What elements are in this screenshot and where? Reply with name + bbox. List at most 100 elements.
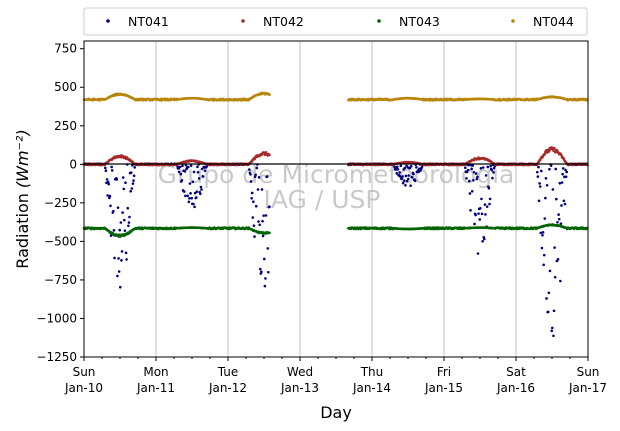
data-point <box>268 231 271 235</box>
y-tick-label: 0 <box>69 157 77 171</box>
data-point <box>491 176 494 180</box>
legend-marker <box>106 19 110 23</box>
data-point <box>472 170 476 174</box>
data-point <box>544 196 547 200</box>
data-point <box>104 166 107 170</box>
data-point <box>258 223 261 227</box>
x-axis-title: Day <box>320 403 352 422</box>
data-point <box>195 190 199 193</box>
data-point <box>110 165 113 169</box>
data-point <box>543 152 547 156</box>
data-point <box>118 285 122 289</box>
data-point <box>486 165 490 169</box>
data-point <box>119 221 123 224</box>
data-point <box>539 231 543 235</box>
data-point <box>131 182 135 185</box>
data-point <box>413 179 417 183</box>
data-point <box>405 179 409 183</box>
data-point <box>193 191 197 195</box>
x-tick-label-date: Jan-16 <box>496 381 535 395</box>
data-point <box>116 206 120 209</box>
data-point <box>188 197 191 200</box>
data-point <box>124 251 128 255</box>
data-point <box>537 199 541 203</box>
y-axis-title: Radiation (Wm⁻²) <box>13 129 32 268</box>
data-point <box>398 171 401 174</box>
data-point <box>555 197 558 201</box>
data-point <box>559 222 563 226</box>
legend-label: NT044 <box>533 14 574 29</box>
legend: NT041 NT042 NT043 NT044 <box>106 14 574 29</box>
data-point <box>113 256 116 260</box>
data-point <box>121 176 125 179</box>
data-point <box>560 181 564 184</box>
data-point <box>561 172 564 176</box>
data-point <box>552 149 555 152</box>
data-point <box>131 164 134 167</box>
data-point <box>480 197 483 201</box>
data-point <box>253 235 256 238</box>
data-point <box>123 218 126 222</box>
x-tick-label-day: Wed <box>287 365 313 379</box>
data-point <box>106 194 109 197</box>
data-point <box>184 194 187 198</box>
data-point <box>115 178 119 181</box>
data-point <box>199 185 203 189</box>
data-point <box>485 205 489 208</box>
data-point <box>411 176 414 179</box>
data-point <box>472 179 475 182</box>
data-point <box>545 297 548 300</box>
data-point <box>401 175 404 178</box>
data-point <box>554 167 558 171</box>
data-point <box>552 334 555 338</box>
data-point <box>543 217 547 220</box>
x-tick-label-date: Jan-15 <box>424 381 463 395</box>
data-point <box>193 205 196 209</box>
data-point <box>110 169 114 172</box>
data-point <box>470 189 474 193</box>
data-point <box>556 257 560 261</box>
data-point <box>465 170 469 174</box>
data-point <box>182 190 186 193</box>
data-point <box>195 196 198 199</box>
x-tick-label-day: Mon <box>143 365 168 379</box>
data-point <box>538 185 542 188</box>
data-point <box>248 168 251 171</box>
watermark-line-2: IAG / USP <box>264 185 381 214</box>
data-point <box>481 166 485 169</box>
data-point <box>190 196 194 200</box>
data-point <box>402 179 406 182</box>
y-tick-label: −1000 <box>36 311 77 325</box>
data-point <box>553 246 556 249</box>
y-axis-title-unit: (Wm⁻²) <box>13 129 32 188</box>
data-point <box>541 233 544 237</box>
x-tick-label-date: Jan-11 <box>136 381 175 395</box>
x-tick-label-date: Jan-10 <box>64 381 103 395</box>
data-point <box>564 175 568 178</box>
data-point <box>538 182 541 185</box>
data-point <box>120 250 124 253</box>
data-point <box>260 188 264 191</box>
data-point <box>188 182 192 185</box>
data-point <box>480 212 484 216</box>
data-point <box>478 207 482 210</box>
data-point <box>118 228 122 232</box>
data-point <box>256 188 260 191</box>
data-point <box>252 200 255 204</box>
data-point <box>544 177 548 180</box>
data-point <box>415 165 418 169</box>
data-point <box>258 267 262 271</box>
x-tick-label-day: Fri <box>437 365 451 379</box>
data-point <box>412 172 415 176</box>
data-point <box>127 224 130 228</box>
data-point <box>183 170 187 173</box>
data-point <box>254 204 258 208</box>
data-point <box>132 179 135 182</box>
data-point <box>257 220 260 223</box>
data-point <box>129 189 132 193</box>
data-point <box>549 164 553 167</box>
data-point <box>492 171 495 174</box>
data-point <box>553 147 556 150</box>
data-point <box>471 164 475 167</box>
data-point <box>550 326 554 330</box>
